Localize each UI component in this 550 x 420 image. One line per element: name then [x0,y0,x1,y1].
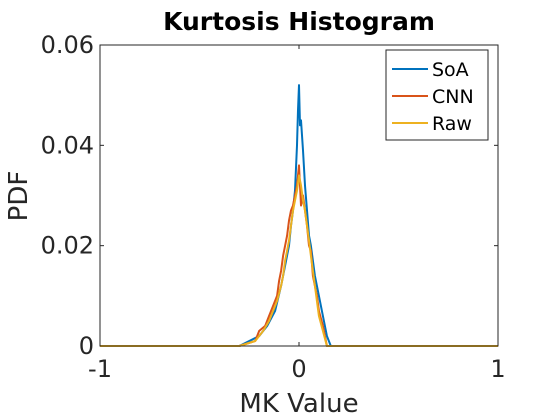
legend-label-raw: Raw [432,113,472,135]
x-tick-label: 1 [490,355,505,383]
x-axis-label: MK Value [239,389,358,419]
y-axis-label: PDF [4,171,34,222]
legend: SoA CNN Raw [386,50,488,140]
y-tick-label: 0.06 [41,31,94,59]
legend-label-soa: SoA [432,59,469,81]
chart-title: Kurtosis Histogram [163,7,435,36]
y-tick-label: 0.02 [41,232,94,260]
y-tick-label: 0 [79,332,94,360]
x-tick-label: 0 [291,355,306,383]
y-tick-label: 0.04 [41,131,94,159]
legend-label-cnn: CNN [432,86,474,108]
